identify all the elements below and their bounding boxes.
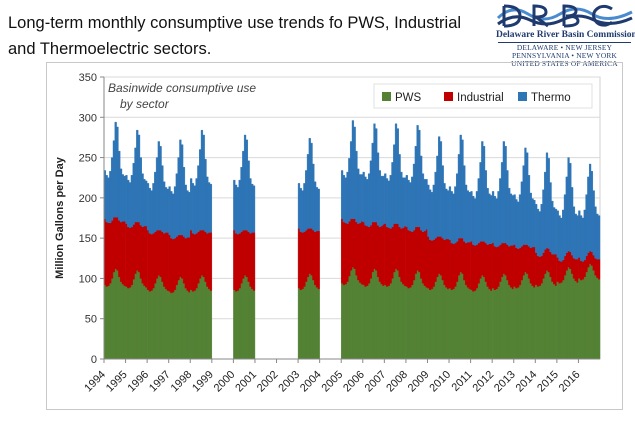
x-tick-label: 2008 xyxy=(384,369,410,395)
area-thermo-2012 xyxy=(491,141,514,248)
x-tick-label: 2015 xyxy=(535,369,561,395)
area-thermo-2006 xyxy=(362,123,385,228)
area-thermo-2013 xyxy=(513,147,536,249)
x-tick-label: 2010 xyxy=(427,369,453,395)
logo-states-line-1: DELAWARE • NEW JERSEY xyxy=(516,43,613,52)
x-tick-label: 2009 xyxy=(406,369,432,395)
legend-label-thermo: Thermo xyxy=(531,92,571,104)
drbc-logo-mark xyxy=(494,0,635,30)
y-tick-label: 50 xyxy=(85,314,97,326)
y-axis-label: Million Gallons per Day xyxy=(54,156,66,279)
x-tick-label: 1997 xyxy=(147,369,173,395)
x-tick-label: 1996 xyxy=(125,369,151,395)
area-thermo-2011 xyxy=(470,141,493,246)
chart-frame xyxy=(46,62,623,410)
x-tick-label: 1999 xyxy=(190,369,216,395)
y-tick-label: 250 xyxy=(79,153,97,165)
chart-annotation-line: by sector xyxy=(120,97,170,111)
area-thermo-1995 xyxy=(125,129,148,228)
area-thermo-2010 xyxy=(448,134,471,244)
area-thermo-2008 xyxy=(405,125,428,232)
legend-swatch-thermo xyxy=(518,92,527,101)
y-tick-label: 150 xyxy=(79,233,97,245)
area-thermo-2009 xyxy=(427,136,450,241)
chart-annotation-line: Basinwide consumptive use xyxy=(108,81,256,95)
x-tick-label: 1995 xyxy=(104,369,130,395)
x-tick-label: 2003 xyxy=(276,369,302,395)
y-tick-label: 100 xyxy=(79,273,97,285)
logo-divider xyxy=(498,42,631,43)
x-tick-label: 2016 xyxy=(557,369,583,395)
legend-swatch-pws xyxy=(382,92,391,101)
logo-states-line-2: PENNSYLVANIA • NEW YORK xyxy=(511,51,618,60)
slide-title: Long-term monthly consumptive use trends… xyxy=(8,14,462,58)
area-thermo-1996 xyxy=(146,141,169,235)
x-tick-label: 2014 xyxy=(514,369,540,395)
area-thermo-2005 xyxy=(341,120,363,224)
logo-states-line-3: UNITED STATES OF AMERICA xyxy=(511,59,618,68)
x-tick-label: 2002 xyxy=(255,369,281,395)
area-thermo-1997 xyxy=(168,139,191,240)
x-tick-label: 1994 xyxy=(82,369,108,395)
x-tick-label: 1998 xyxy=(169,369,195,395)
legend-label-pws: PWS xyxy=(395,92,422,104)
x-tick-label: 2007 xyxy=(363,369,389,395)
x-tick-label: 2013 xyxy=(492,369,518,395)
legend-label-industrial: Industrial xyxy=(457,92,504,104)
area-thermo-2000 xyxy=(233,134,256,235)
area-thermo-2014 xyxy=(535,152,558,257)
y-tick-label: 0 xyxy=(91,354,97,366)
area-thermo-2007 xyxy=(384,123,407,229)
legend-box xyxy=(373,83,593,109)
x-tick-label: 2005 xyxy=(320,369,346,395)
x-tick-label: 2012 xyxy=(470,369,496,395)
y-tick-label: 200 xyxy=(79,193,97,205)
y-tick-label: 300 xyxy=(79,112,97,124)
legend-swatch-industrial xyxy=(444,92,453,101)
drbc-logo: Delaware River Basin Commission DELAWARE… xyxy=(494,0,635,68)
area-thermo-1998 xyxy=(190,129,213,235)
area-thermo-2003 xyxy=(297,138,320,233)
x-tick-label: 2004 xyxy=(298,369,324,395)
logo-org-name: Delaware River Basin Commission xyxy=(496,30,635,40)
x-tick-label: 2006 xyxy=(341,369,367,395)
area-thermo-2016 xyxy=(578,163,601,262)
x-tick-label: 2011 xyxy=(450,369,475,394)
area-thermo-1994 xyxy=(103,121,126,224)
x-tick-label: 2000 xyxy=(212,369,238,395)
x-tick-label: 2001 xyxy=(233,369,259,395)
y-tick-label: 350 xyxy=(79,72,97,84)
area-thermo-2015 xyxy=(556,157,579,262)
